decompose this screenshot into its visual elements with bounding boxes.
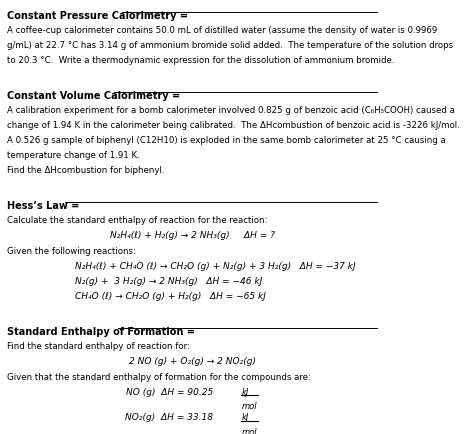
Text: Constant Volume Calorimetry =: Constant Volume Calorimetry = <box>7 90 181 100</box>
Text: Find the standard enthalpy of reaction for:: Find the standard enthalpy of reaction f… <box>7 341 190 350</box>
Text: 2 NO (g) + O₂(g) → 2 NO₂(g): 2 NO (g) + O₂(g) → 2 NO₂(g) <box>128 356 255 365</box>
Text: mol: mol <box>241 401 257 410</box>
Text: mol: mol <box>241 427 257 434</box>
Text: change of 1.94 K in the calorimeter being calibrated.  The ΔHcombustion of benzo: change of 1.94 K in the calorimeter bein… <box>7 121 460 129</box>
Text: to 20.3 °C.  Write a thermodynamic expression for the dissolution of ammonium br: to 20.3 °C. Write a thermodynamic expres… <box>7 56 395 65</box>
Text: Standard Enthalpy of Formation =: Standard Enthalpy of Formation = <box>7 326 195 336</box>
Text: NO (g)  ΔH = 90.25: NO (g) ΔH = 90.25 <box>126 387 213 396</box>
Text: g/mL) at 22.7 °C has 3.14 g of ammonium bromide solid added.  The temperature of: g/mL) at 22.7 °C has 3.14 g of ammonium … <box>7 41 454 49</box>
Text: N₂(g) +  3 H₂(g) → 2 NH₃(g)   ΔH = −46 kJ: N₂(g) + 3 H₂(g) → 2 NH₃(g) ΔH = −46 kJ <box>75 276 262 285</box>
Text: NO₂(g)  ΔH = 33.18: NO₂(g) ΔH = 33.18 <box>126 412 213 421</box>
Text: A calibration experiment for a bomb calorimeter involved 0.825 g of benzoic acid: A calibration experiment for a bomb calo… <box>7 105 455 115</box>
Text: CH₄O (ℓ) → CH₂O (g) + H₂(g)   ΔH = −65 kJ: CH₄O (ℓ) → CH₂O (g) + H₂(g) ΔH = −65 kJ <box>75 291 265 300</box>
Text: Constant Pressure Calorimetry =: Constant Pressure Calorimetry = <box>7 11 188 21</box>
Text: Given that the standard enthalpy of formation for the compounds are:: Given that the standard enthalpy of form… <box>7 372 311 381</box>
Text: N₂H₄(ℓ) + H₂(g) → 2 NH₃(g)     ΔH = ?: N₂H₄(ℓ) + H₂(g) → 2 NH₃(g) ΔH = ? <box>109 230 274 240</box>
Text: Find the ΔHcombustion for biphenyl.: Find the ΔHcombustion for biphenyl. <box>7 166 165 174</box>
Text: kJ: kJ <box>241 387 249 396</box>
Text: temperature change of 1.91 K.: temperature change of 1.91 K. <box>7 151 140 160</box>
Text: Calculate the standard enthalpy of reaction for the reaction:: Calculate the standard enthalpy of react… <box>7 215 268 224</box>
Text: Hess’s Law =: Hess’s Law = <box>7 201 80 210</box>
Text: Given the following reactions:: Given the following reactions: <box>7 246 136 255</box>
Text: A coffee-cup calorimeter contains 50.0 mL of distilled water (assume the density: A coffee-cup calorimeter contains 50.0 m… <box>7 26 438 35</box>
Text: A 0.526 g sample of biphenyl (C12H10) is exploded in the same bomb calorimeter a: A 0.526 g sample of biphenyl (C12H10) is… <box>7 135 446 145</box>
Text: N₂H₄(ℓ) + CH₄O (ℓ) → CH₂O (g) + N₂(g) + 3 H₂(g)   ΔH = −37 kJ: N₂H₄(ℓ) + CH₄O (ℓ) → CH₂O (g) + N₂(g) + … <box>75 261 356 270</box>
Text: kJ: kJ <box>241 412 249 421</box>
